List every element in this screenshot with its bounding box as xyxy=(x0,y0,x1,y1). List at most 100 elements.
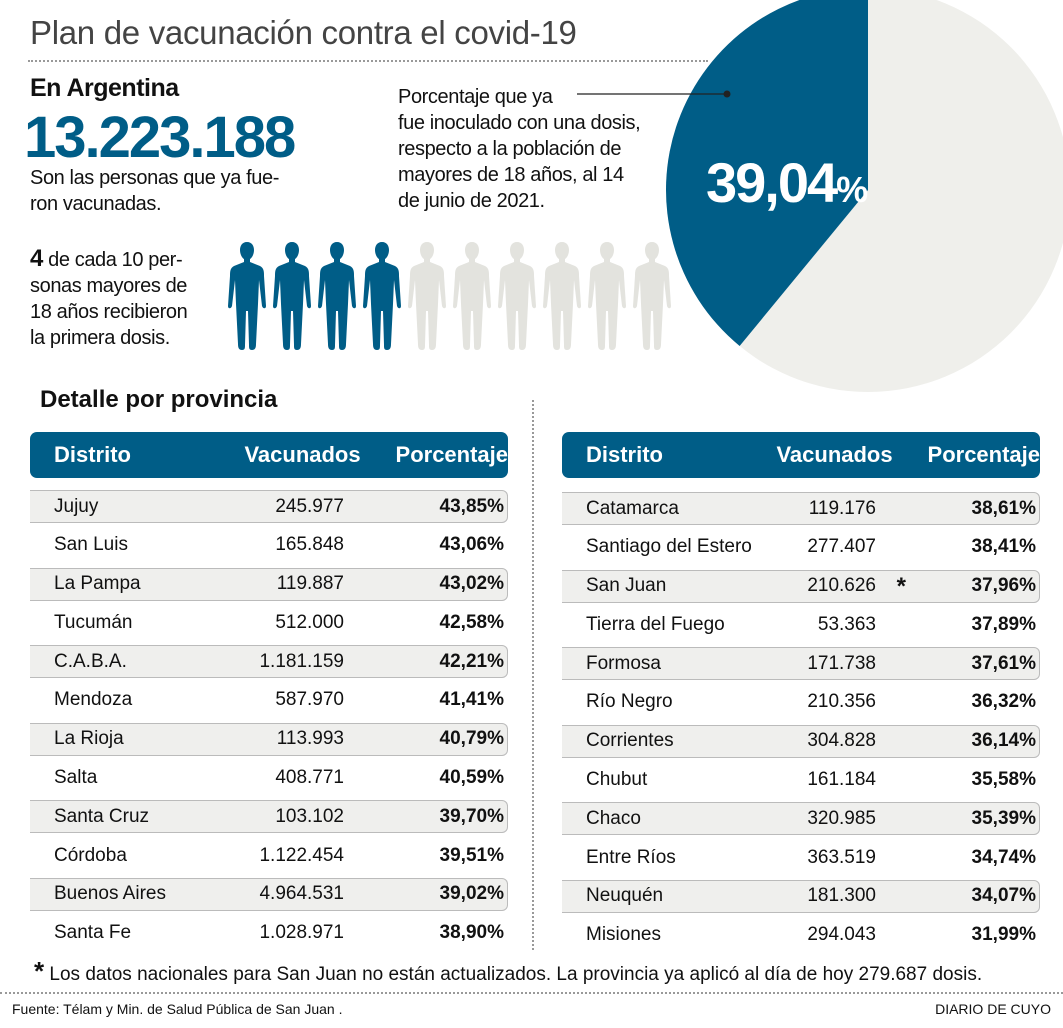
divider xyxy=(0,992,1063,994)
table-row: Misiones 294.043 31,99% xyxy=(562,920,1040,951)
cell-vaccinated: 103.102 xyxy=(275,805,344,827)
cell-district: Santa Cruz xyxy=(54,805,150,827)
table-row: Chaco 320.985 35,39% xyxy=(562,802,1040,836)
cell-percent: 35,58% xyxy=(971,769,1036,791)
pie-chart xyxy=(577,0,1063,392)
note-line: de junio de 2021. xyxy=(398,190,545,212)
cell-district: Salta xyxy=(54,767,98,789)
cell-district: C.A.B.A. xyxy=(54,650,127,672)
ratio-number: 4 xyxy=(30,245,43,272)
cell-percent: 39,02% xyxy=(439,883,504,905)
cell-district: La Rioja xyxy=(54,728,124,750)
cell-vaccinated: 294.043 xyxy=(807,924,876,946)
header-vaccinated: Vacunados xyxy=(776,442,893,467)
table-row: Catamarca 119.176 38,61% xyxy=(562,492,1040,525)
footnote-text: Los datos nacionales para San Juan no es… xyxy=(49,964,983,985)
person-unvaccinated-icon xyxy=(405,240,449,358)
cell-percent: 40,59% xyxy=(439,767,504,789)
cell-percent: 37,89% xyxy=(971,613,1036,635)
cell-percent: 34,07% xyxy=(971,885,1036,907)
ratio-line: sonas mayores de xyxy=(30,275,188,297)
table-row: San Juan 210.626 * 37,96% xyxy=(562,569,1040,603)
cell-percent: 37,61% xyxy=(971,652,1036,674)
cell-district: Santiago del Estero xyxy=(586,536,752,558)
table-row: Formosa 171.738 37,61% xyxy=(562,647,1040,681)
asterisk-mark: * xyxy=(896,573,906,601)
table-row: Tucumán 512.000 42,58% xyxy=(30,607,508,638)
cell-percent: 34,74% xyxy=(971,846,1036,868)
pie-percent-label: 39,04% xyxy=(706,150,868,215)
cell-percent: 36,32% xyxy=(971,691,1036,713)
table-body: Catamarca 119.176 38,61% Santiago del Ester… xyxy=(562,492,1040,951)
cell-vaccinated: 320.985 xyxy=(807,807,876,829)
header-percent: Porcentaje xyxy=(927,442,1041,467)
header-district: Distrito xyxy=(586,442,663,467)
table-row: Jujuy 245.977 43,85% xyxy=(30,490,508,523)
cell-district: Corrientes xyxy=(586,730,674,752)
cell-vaccinated: 363.519 xyxy=(807,846,876,868)
people-pictogram xyxy=(225,240,675,363)
brand: DIARIO DE CUYO xyxy=(935,1001,1051,1017)
table-row: C.A.B.A. 1.181.159 42,21% xyxy=(30,645,508,679)
total-vaccinated: 13.223.188 xyxy=(24,105,296,170)
table-left: Distrito Vacunados Porcentaje Jujuy 245.9… xyxy=(30,432,508,956)
cell-district: Santa Fe xyxy=(54,922,132,944)
cell-percent: 42,21% xyxy=(439,650,504,672)
person-unvaccinated-icon xyxy=(630,240,674,358)
pie-percent-number: 39,04 xyxy=(706,151,838,214)
table-row: San Luis 165.848 43,06% xyxy=(30,530,508,561)
cell-district: Córdoba xyxy=(54,844,127,866)
footnote: * Los datos nacionales para San Juan no … xyxy=(34,956,982,987)
person-vaccinated-icon xyxy=(315,240,359,358)
summary-heading: En Argentina xyxy=(30,74,179,102)
person-vaccinated-icon xyxy=(360,240,404,358)
cell-vaccinated: 53.363 xyxy=(817,613,876,635)
header-vaccinated: Vacunados xyxy=(244,442,361,467)
table-row: La Pampa 119.887 43,02% xyxy=(30,567,508,601)
cell-vaccinated: 245.977 xyxy=(275,495,344,517)
table-body: Jujuy 245.977 43,85% San Luis 165.848 43,06% L… xyxy=(30,490,508,949)
cell-percent: 36,14% xyxy=(971,730,1036,752)
cell-district: Chaco xyxy=(586,807,641,829)
cell-percent: 38,61% xyxy=(971,497,1036,519)
source: Fuente: Télam y Min. de Salud Pública de… xyxy=(12,1001,343,1017)
ratio-line: la primera dosis. xyxy=(30,327,170,349)
cell-district: Mendoza xyxy=(54,689,133,711)
person-unvaccinated-icon xyxy=(450,240,494,358)
total-caption: Son las personas que ya fue- ron vacunad… xyxy=(30,165,279,217)
footnote-mark: * xyxy=(34,956,45,986)
header-percent: Porcentaje xyxy=(395,442,509,467)
table-row: Chubut 161.184 35,58% xyxy=(562,765,1040,796)
person-unvaccinated-icon xyxy=(495,240,539,358)
cell-percent: 37,96% xyxy=(971,575,1036,597)
cell-percent: 39,51% xyxy=(439,844,504,866)
table-row: Mendoza 587.970 41,41% xyxy=(30,685,508,716)
pie-note: Porcentaje que ya fue inoculado con una … xyxy=(398,84,641,214)
cell-vaccinated: 171.738 xyxy=(807,652,876,674)
cell-district: Buenos Aires xyxy=(54,883,166,905)
page-title: Plan de vacunación contra el covid-19 xyxy=(30,14,577,51)
header-district: Distrito xyxy=(54,442,131,467)
person-vaccinated-icon xyxy=(225,240,269,358)
cell-percent: 38,90% xyxy=(439,922,504,944)
cell-percent: 31,99% xyxy=(971,924,1036,946)
cell-vaccinated: 4.964.531 xyxy=(259,883,344,905)
cell-percent: 39,70% xyxy=(439,805,504,827)
note-line: mayores de 18 años, al 14 xyxy=(398,164,624,186)
leader-dot xyxy=(723,90,731,98)
cell-vaccinated: 210.626 * xyxy=(807,573,906,601)
cell-vaccinated: 1.028.971 xyxy=(259,922,344,944)
table-row: Córdoba 1.122.454 39,51% xyxy=(30,840,508,871)
table-row: Entre Ríos 363.519 34,74% xyxy=(562,842,1040,873)
person-vaccinated-icon xyxy=(270,240,314,358)
cell-percent: 42,58% xyxy=(439,611,504,633)
table-row: Salta 408.771 40,59% xyxy=(30,763,508,794)
cell-district: La Pampa xyxy=(54,573,141,595)
cell-percent: 43,85% xyxy=(439,495,504,517)
cell-vaccinated: 161.184 xyxy=(807,769,876,791)
cell-vaccinated: 512.000 xyxy=(275,611,344,633)
cell-percent: 43,06% xyxy=(439,534,504,556)
table-row: Santiago del Estero 277.407 38,41% xyxy=(562,532,1040,563)
cell-percent: 41,41% xyxy=(439,689,504,711)
cell-district: San Luis xyxy=(54,534,128,556)
